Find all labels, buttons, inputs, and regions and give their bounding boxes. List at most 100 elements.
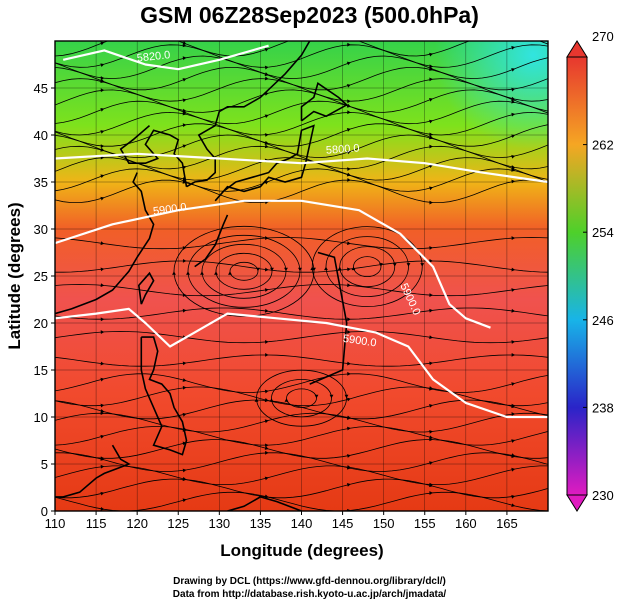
wind-arrow xyxy=(346,150,351,155)
wind-arrow xyxy=(429,186,433,191)
coastline xyxy=(227,496,302,511)
streamline xyxy=(55,168,548,192)
wind-arrow xyxy=(265,450,269,455)
streamline xyxy=(55,44,548,68)
wind-arrow xyxy=(511,165,516,169)
wind-arrow xyxy=(182,308,187,313)
contour-line xyxy=(62,44,269,71)
wind-arrow xyxy=(100,361,105,366)
wind-arrow xyxy=(182,123,187,128)
wind-arrow xyxy=(429,482,433,487)
wind-arrow xyxy=(182,385,187,390)
wind-arrow xyxy=(347,330,351,335)
chart-title: GSM 06Z28Sep2023 (500.0hPa) xyxy=(140,2,479,28)
coastline xyxy=(214,124,315,202)
wind-arrow xyxy=(429,435,433,440)
wind-arrow xyxy=(314,394,319,399)
wind-arrow xyxy=(511,308,516,313)
wind-arrow xyxy=(182,378,187,382)
wind-arrow xyxy=(511,134,516,139)
wind-arrow xyxy=(346,454,351,458)
wind-arrow xyxy=(264,288,269,292)
y-tick-label: 30 xyxy=(34,222,48,237)
wind-arrow xyxy=(511,494,516,499)
streamline xyxy=(55,134,548,159)
wind-arrow xyxy=(429,119,433,124)
wind-arrow xyxy=(100,506,105,511)
y-axis-label: Latitude (degrees) xyxy=(5,202,24,349)
wind-arrow xyxy=(429,293,433,298)
wind-arrow xyxy=(214,271,218,275)
wind-arrow xyxy=(265,352,269,357)
colorbar-tick-label: 270 xyxy=(592,29,614,44)
x-axis-ticks: 110 115 120 125 130 135 140 145 150 155 160 165 xyxy=(45,511,518,531)
y-tick-label: 35 xyxy=(34,175,48,190)
wind-arrow xyxy=(264,144,269,149)
wind-arrow xyxy=(100,434,105,439)
wind-arrow xyxy=(264,48,269,52)
wind-arrow xyxy=(429,461,433,465)
wind-arrow xyxy=(347,167,351,172)
y-tick-label: 40 xyxy=(34,128,48,143)
coastline xyxy=(186,41,311,188)
wind-arrow xyxy=(347,465,351,470)
wind-arrow xyxy=(511,503,516,508)
colorbar: 270 262 254 246 238 230 xyxy=(566,29,614,512)
wind-arrow xyxy=(100,491,105,496)
y-tick-label: 20 xyxy=(34,316,48,331)
wind-arrow xyxy=(186,271,190,275)
x-tick-label: 115 xyxy=(86,516,107,531)
wind-arrow xyxy=(264,476,269,481)
wind-arrow xyxy=(347,416,351,420)
x-tick-label: 145 xyxy=(332,516,354,531)
coastline xyxy=(137,271,155,305)
colorbar-tick-label: 246 xyxy=(592,313,614,328)
wind-arrow xyxy=(182,293,187,298)
x-tick-label: 130 xyxy=(208,516,230,531)
coastlines xyxy=(55,41,349,511)
wind-arrow xyxy=(511,112,516,117)
wind-arrow xyxy=(264,65,269,70)
wind-arrow xyxy=(346,482,351,487)
wind-arrow xyxy=(346,103,351,108)
wind-arrow xyxy=(100,107,105,112)
wind-arrow xyxy=(346,84,351,88)
wind-arrow xyxy=(269,398,274,402)
wind-arrow xyxy=(347,317,351,322)
wind-arrow xyxy=(429,66,433,70)
colorbar-tick-label: 230 xyxy=(592,488,614,503)
wind-arrow xyxy=(344,394,349,399)
contour-line xyxy=(55,307,548,419)
wind-arrow xyxy=(200,271,204,275)
wind-arrow xyxy=(100,41,105,46)
wind-arrow xyxy=(182,41,187,45)
wind-arrow xyxy=(264,76,269,81)
x-tick-label: 155 xyxy=(414,516,436,531)
streamline xyxy=(55,123,548,147)
wind-arrow xyxy=(265,443,269,448)
wind-arrow xyxy=(228,271,232,275)
credit-drawing: Drawing by DCL (https://www.gfd-dennou.o… xyxy=(173,576,446,587)
wind-arrow xyxy=(182,412,187,417)
wind-arrow xyxy=(406,263,411,267)
wind-arrow xyxy=(429,135,433,139)
wind-arrow xyxy=(346,172,351,177)
wind-arrow xyxy=(511,45,516,50)
streamline xyxy=(55,55,548,80)
x-tick-label: 120 xyxy=(126,516,148,531)
wind-arrow xyxy=(346,128,351,132)
wind-arrow xyxy=(347,371,351,376)
wind-arrow xyxy=(347,99,351,104)
streamline xyxy=(55,478,548,499)
coastline xyxy=(194,214,229,268)
wind-arrow xyxy=(182,56,187,61)
x-tick-label: 165 xyxy=(496,516,518,531)
wind-arrow xyxy=(347,177,351,182)
wind-arrow xyxy=(100,267,105,272)
streamline xyxy=(55,452,548,472)
wind-arrow xyxy=(100,196,105,201)
wind-arrow xyxy=(264,419,269,424)
wind-arrow xyxy=(100,408,105,413)
wind-arrow xyxy=(420,263,425,267)
wind-arrow xyxy=(511,439,516,443)
